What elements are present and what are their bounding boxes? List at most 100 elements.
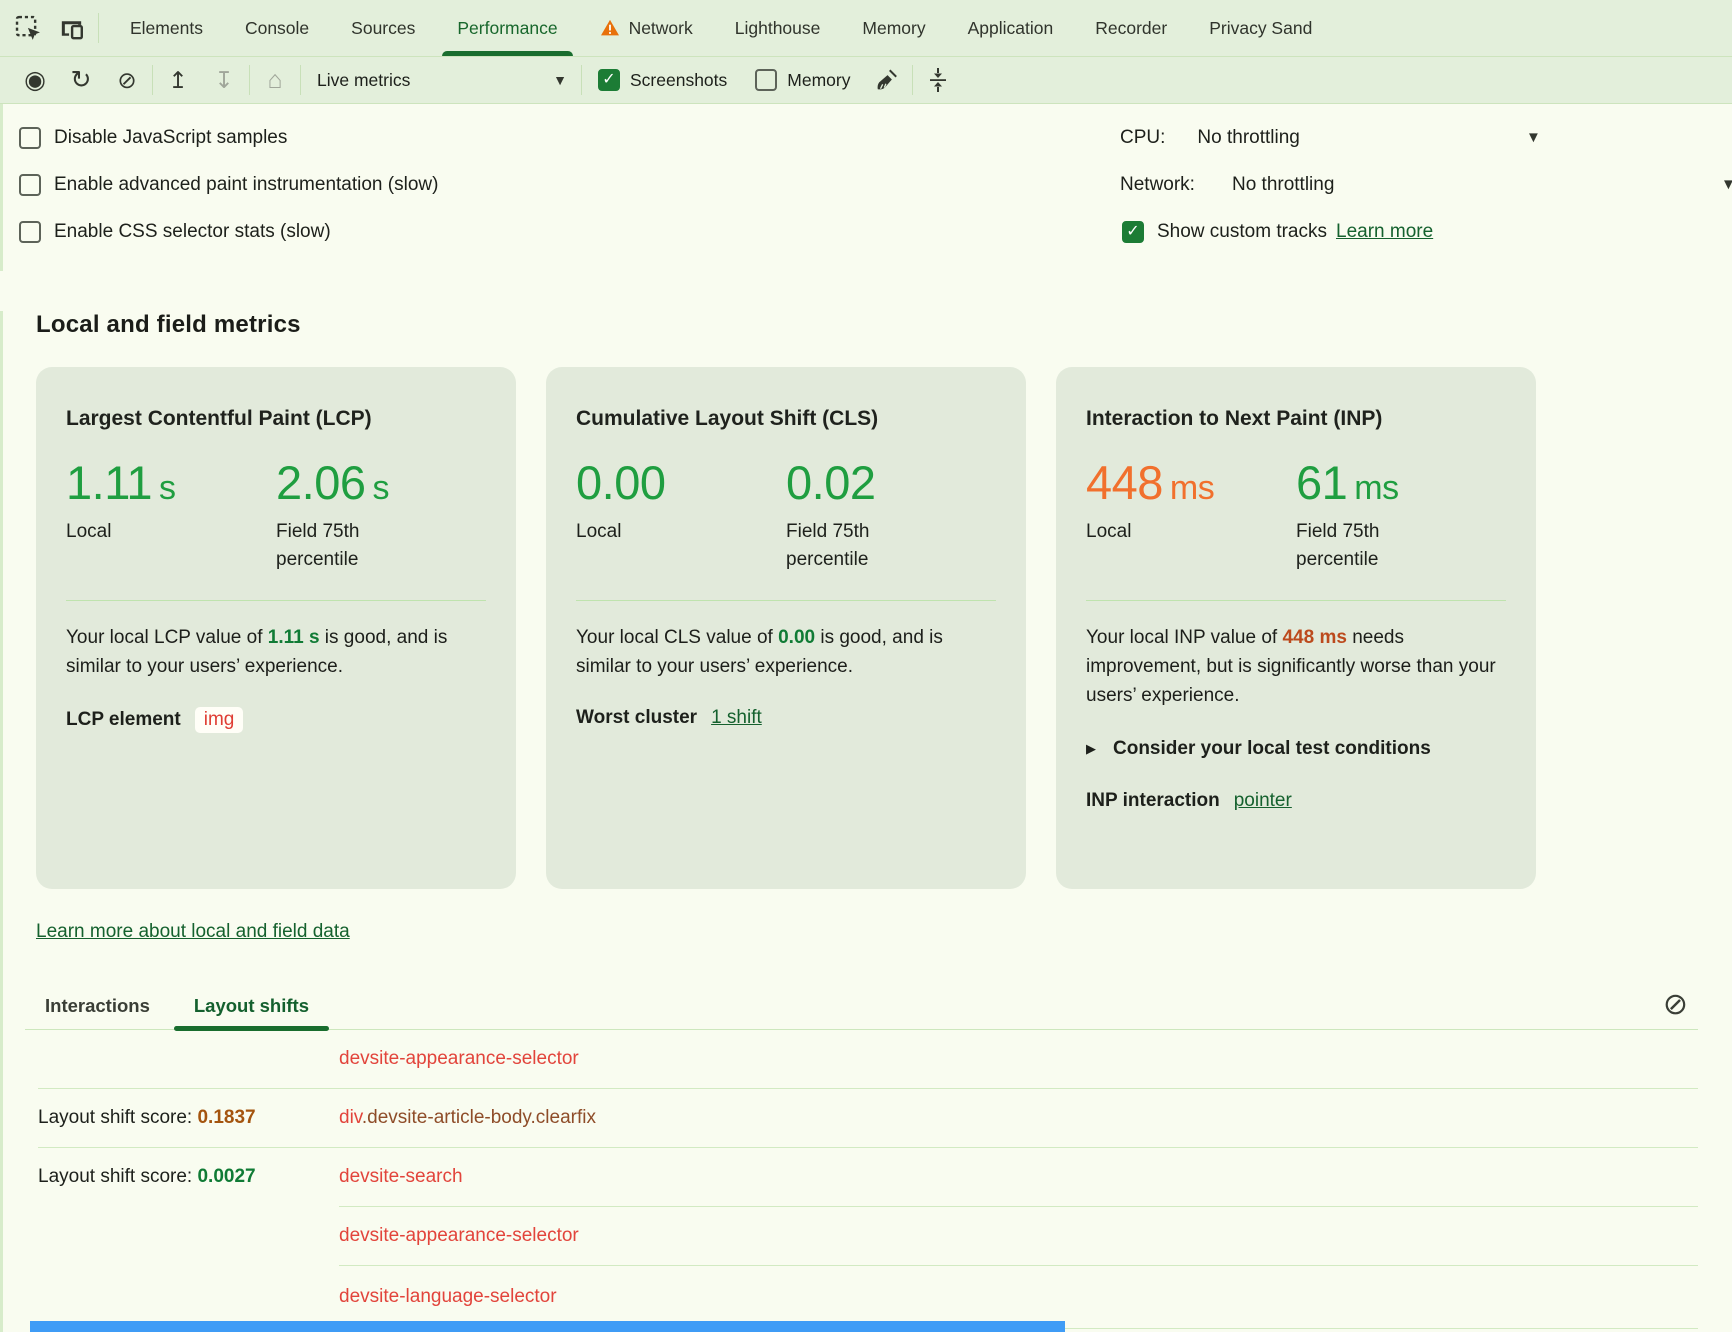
cls-local-value: 0.00 xyxy=(576,456,665,509)
layout-shift-score: Layout shift score: 0.1837 xyxy=(3,1107,256,1129)
field-label: Field 75th percentile xyxy=(1296,518,1426,574)
shift-node-link[interactable]: div.devsite-article-body.clearfix xyxy=(339,1107,596,1129)
lcp-local-value: 1.11 xyxy=(66,456,152,509)
toolbar-separator xyxy=(152,65,153,95)
tab-sources[interactable]: Sources xyxy=(330,0,436,56)
shift-score-value: 0.1837 xyxy=(197,1107,255,1128)
disclosure-triangle-icon: ▶ xyxy=(1086,741,1096,757)
network-throttling-select[interactable]: No throttling xyxy=(1232,174,1334,196)
field-label: Field 75th percentile xyxy=(786,518,916,574)
card-divider xyxy=(576,600,996,601)
tab-network[interactable]: Network xyxy=(579,0,714,56)
local-label: Local xyxy=(1086,518,1216,546)
css-selector-stats-checkbox[interactable] xyxy=(19,221,41,243)
history-dropdown[interactable]: Live metrics ▼ xyxy=(305,62,577,98)
show-custom-tracks-checkbox[interactable]: ✓ xyxy=(1122,221,1144,243)
chevron-down-icon[interactable]: ▼ xyxy=(1526,129,1541,146)
tab-interactions[interactable]: Interactions xyxy=(23,983,172,1029)
screenshots-checkbox-row[interactable]: ✓ Screenshots xyxy=(586,69,739,91)
local-test-conditions-disclosure[interactable]: ▶ Consider your local test conditions xyxy=(1086,738,1506,760)
tab-lighthouse[interactable]: Lighthouse xyxy=(714,0,842,56)
toolbar-separator xyxy=(300,65,301,95)
inp-inline-value: 448 ms xyxy=(1282,627,1346,648)
tab-label: Elements xyxy=(130,18,203,39)
inspect-element-icon[interactable] xyxy=(14,14,43,43)
tab-label: Recorder xyxy=(1095,18,1167,39)
chevron-down-icon[interactable]: ▼ xyxy=(1721,176,1732,193)
lcp-card-title: Largest Contentful Paint (LCP) xyxy=(66,407,486,431)
tab-label: Privacy Sand xyxy=(1209,18,1312,39)
toggle-device-toolbar-icon[interactable] xyxy=(57,14,86,43)
upload-profile-icon[interactable]: ↥ xyxy=(157,62,199,98)
custom-tracks-learn-more-link[interactable]: Learn more xyxy=(1336,221,1433,243)
layout-shift-score: Layout shift score: 0.0027 xyxy=(3,1166,256,1188)
tab-memory[interactable]: Memory xyxy=(841,0,946,56)
layout-shift-row: devsite-appearance-selector xyxy=(3,1030,1732,1088)
tab-layout-shifts[interactable]: Layout shifts xyxy=(172,983,331,1029)
memory-checkbox[interactable] xyxy=(755,69,777,91)
layout-shift-row: devsite-appearance-selector xyxy=(3,1207,1732,1265)
css-selector-stats-label: Enable CSS selector stats (slow) xyxy=(54,221,331,243)
disable-js-samples-checkbox[interactable] xyxy=(19,127,41,149)
cls-card-title: Cumulative Layout Shift (CLS) xyxy=(576,407,996,431)
bottom-scrollbar[interactable] xyxy=(30,1321,1065,1332)
capture-settings-section: Disable JavaScript samples Enable advanc… xyxy=(0,104,1732,271)
tab-recorder[interactable]: Recorder xyxy=(1074,0,1188,56)
show-custom-tracks-row: ✓ Show custom tracks Learn more xyxy=(1120,208,1732,255)
network-throttling-row: Network: No throttling ▼ xyxy=(1120,161,1732,208)
shift-score-value: 0.0027 xyxy=(197,1166,255,1187)
live-metrics-log: Interactions Layout shifts ⊘ devsite-app… xyxy=(3,983,1732,1332)
tab-privacy-sandbox[interactable]: Privacy Sand xyxy=(1188,0,1333,56)
inp-card: Interaction to Next Paint (INP) 448ms Lo… xyxy=(1056,367,1536,889)
reload-and-record-icon[interactable]: ↻ xyxy=(60,62,102,98)
learn-more-field-data-link[interactable]: Learn more about local and field data xyxy=(36,921,350,943)
lcp-element-label: LCP element xyxy=(66,709,181,731)
live-metrics-view: Local and field metrics Largest Contentf… xyxy=(0,311,1732,1332)
panel-tabs: Elements Console Sources Performance Net… xyxy=(109,0,1333,56)
worst-cluster-link[interactable]: 1 shift xyxy=(711,707,762,729)
cls-inline-value: 0.00 xyxy=(778,627,815,648)
lcp-inline-value: 1.11 s xyxy=(268,627,320,648)
shift-node-link[interactable]: devsite-appearance-selector xyxy=(339,1048,579,1070)
cpu-throttling-select[interactable]: No throttling xyxy=(1197,127,1299,149)
cpu-label: CPU: xyxy=(1120,127,1165,149)
download-profile-icon[interactable]: ↧ xyxy=(203,62,245,98)
screenshots-checkbox[interactable]: ✓ xyxy=(598,69,620,91)
history-dropdown-value: Live metrics xyxy=(317,70,410,91)
gc-broom-icon[interactable] xyxy=(866,62,908,98)
active-tab-underline xyxy=(442,51,572,56)
local-label: Local xyxy=(66,518,196,546)
shift-node-link[interactable]: devsite-search xyxy=(339,1166,463,1188)
layout-shift-row: devsite-language-selector xyxy=(3,1266,1732,1328)
shift-node-link[interactable]: devsite-language-selector xyxy=(339,1286,557,1308)
collapse-to-line-icon[interactable] xyxy=(917,62,959,98)
card-divider xyxy=(1086,600,1506,601)
advanced-paint-checkbox[interactable] xyxy=(19,174,41,196)
memory-label: Memory xyxy=(787,70,850,91)
show-custom-tracks-label: Show custom tracks xyxy=(1157,221,1327,243)
toolbar-separator xyxy=(249,65,250,95)
tabbar-separator xyxy=(98,13,99,43)
lcp-element-node-link[interactable]: img xyxy=(195,707,244,733)
tab-label: Lighthouse xyxy=(735,18,821,39)
tab-console[interactable]: Console xyxy=(224,0,330,56)
warning-icon xyxy=(600,19,620,37)
layout-shift-row: Layout shift score: 0.1837 div.devsite-a… xyxy=(3,1089,1732,1147)
worst-cluster-label: Worst cluster xyxy=(576,707,697,729)
shift-node-link[interactable]: devsite-appearance-selector xyxy=(339,1225,579,1247)
lcp-field-value: 2.06 xyxy=(276,456,365,509)
inp-interaction-label: INP interaction xyxy=(1086,790,1220,812)
tab-elements[interactable]: Elements xyxy=(109,0,224,56)
cpu-throttling-row: CPU: No throttling ▼ xyxy=(1120,114,1732,161)
clear-icon[interactable]: ⊘ xyxy=(106,62,148,98)
tab-label: Network xyxy=(629,18,693,39)
memory-checkbox-row[interactable]: Memory xyxy=(743,69,862,91)
metric-cards: Largest Contentful Paint (LCP) 1.11s Loc… xyxy=(36,367,1732,889)
tab-performance[interactable]: Performance xyxy=(436,0,578,56)
tab-application[interactable]: Application xyxy=(947,0,1075,56)
home-icon[interactable]: ⌂ xyxy=(254,62,296,98)
inp-interaction-link[interactable]: pointer xyxy=(1234,790,1292,812)
inp-local-value: 448 xyxy=(1086,456,1163,509)
clear-log-icon[interactable]: ⊘ xyxy=(1663,987,1688,1022)
record-icon[interactable]: ◉ xyxy=(14,62,56,98)
